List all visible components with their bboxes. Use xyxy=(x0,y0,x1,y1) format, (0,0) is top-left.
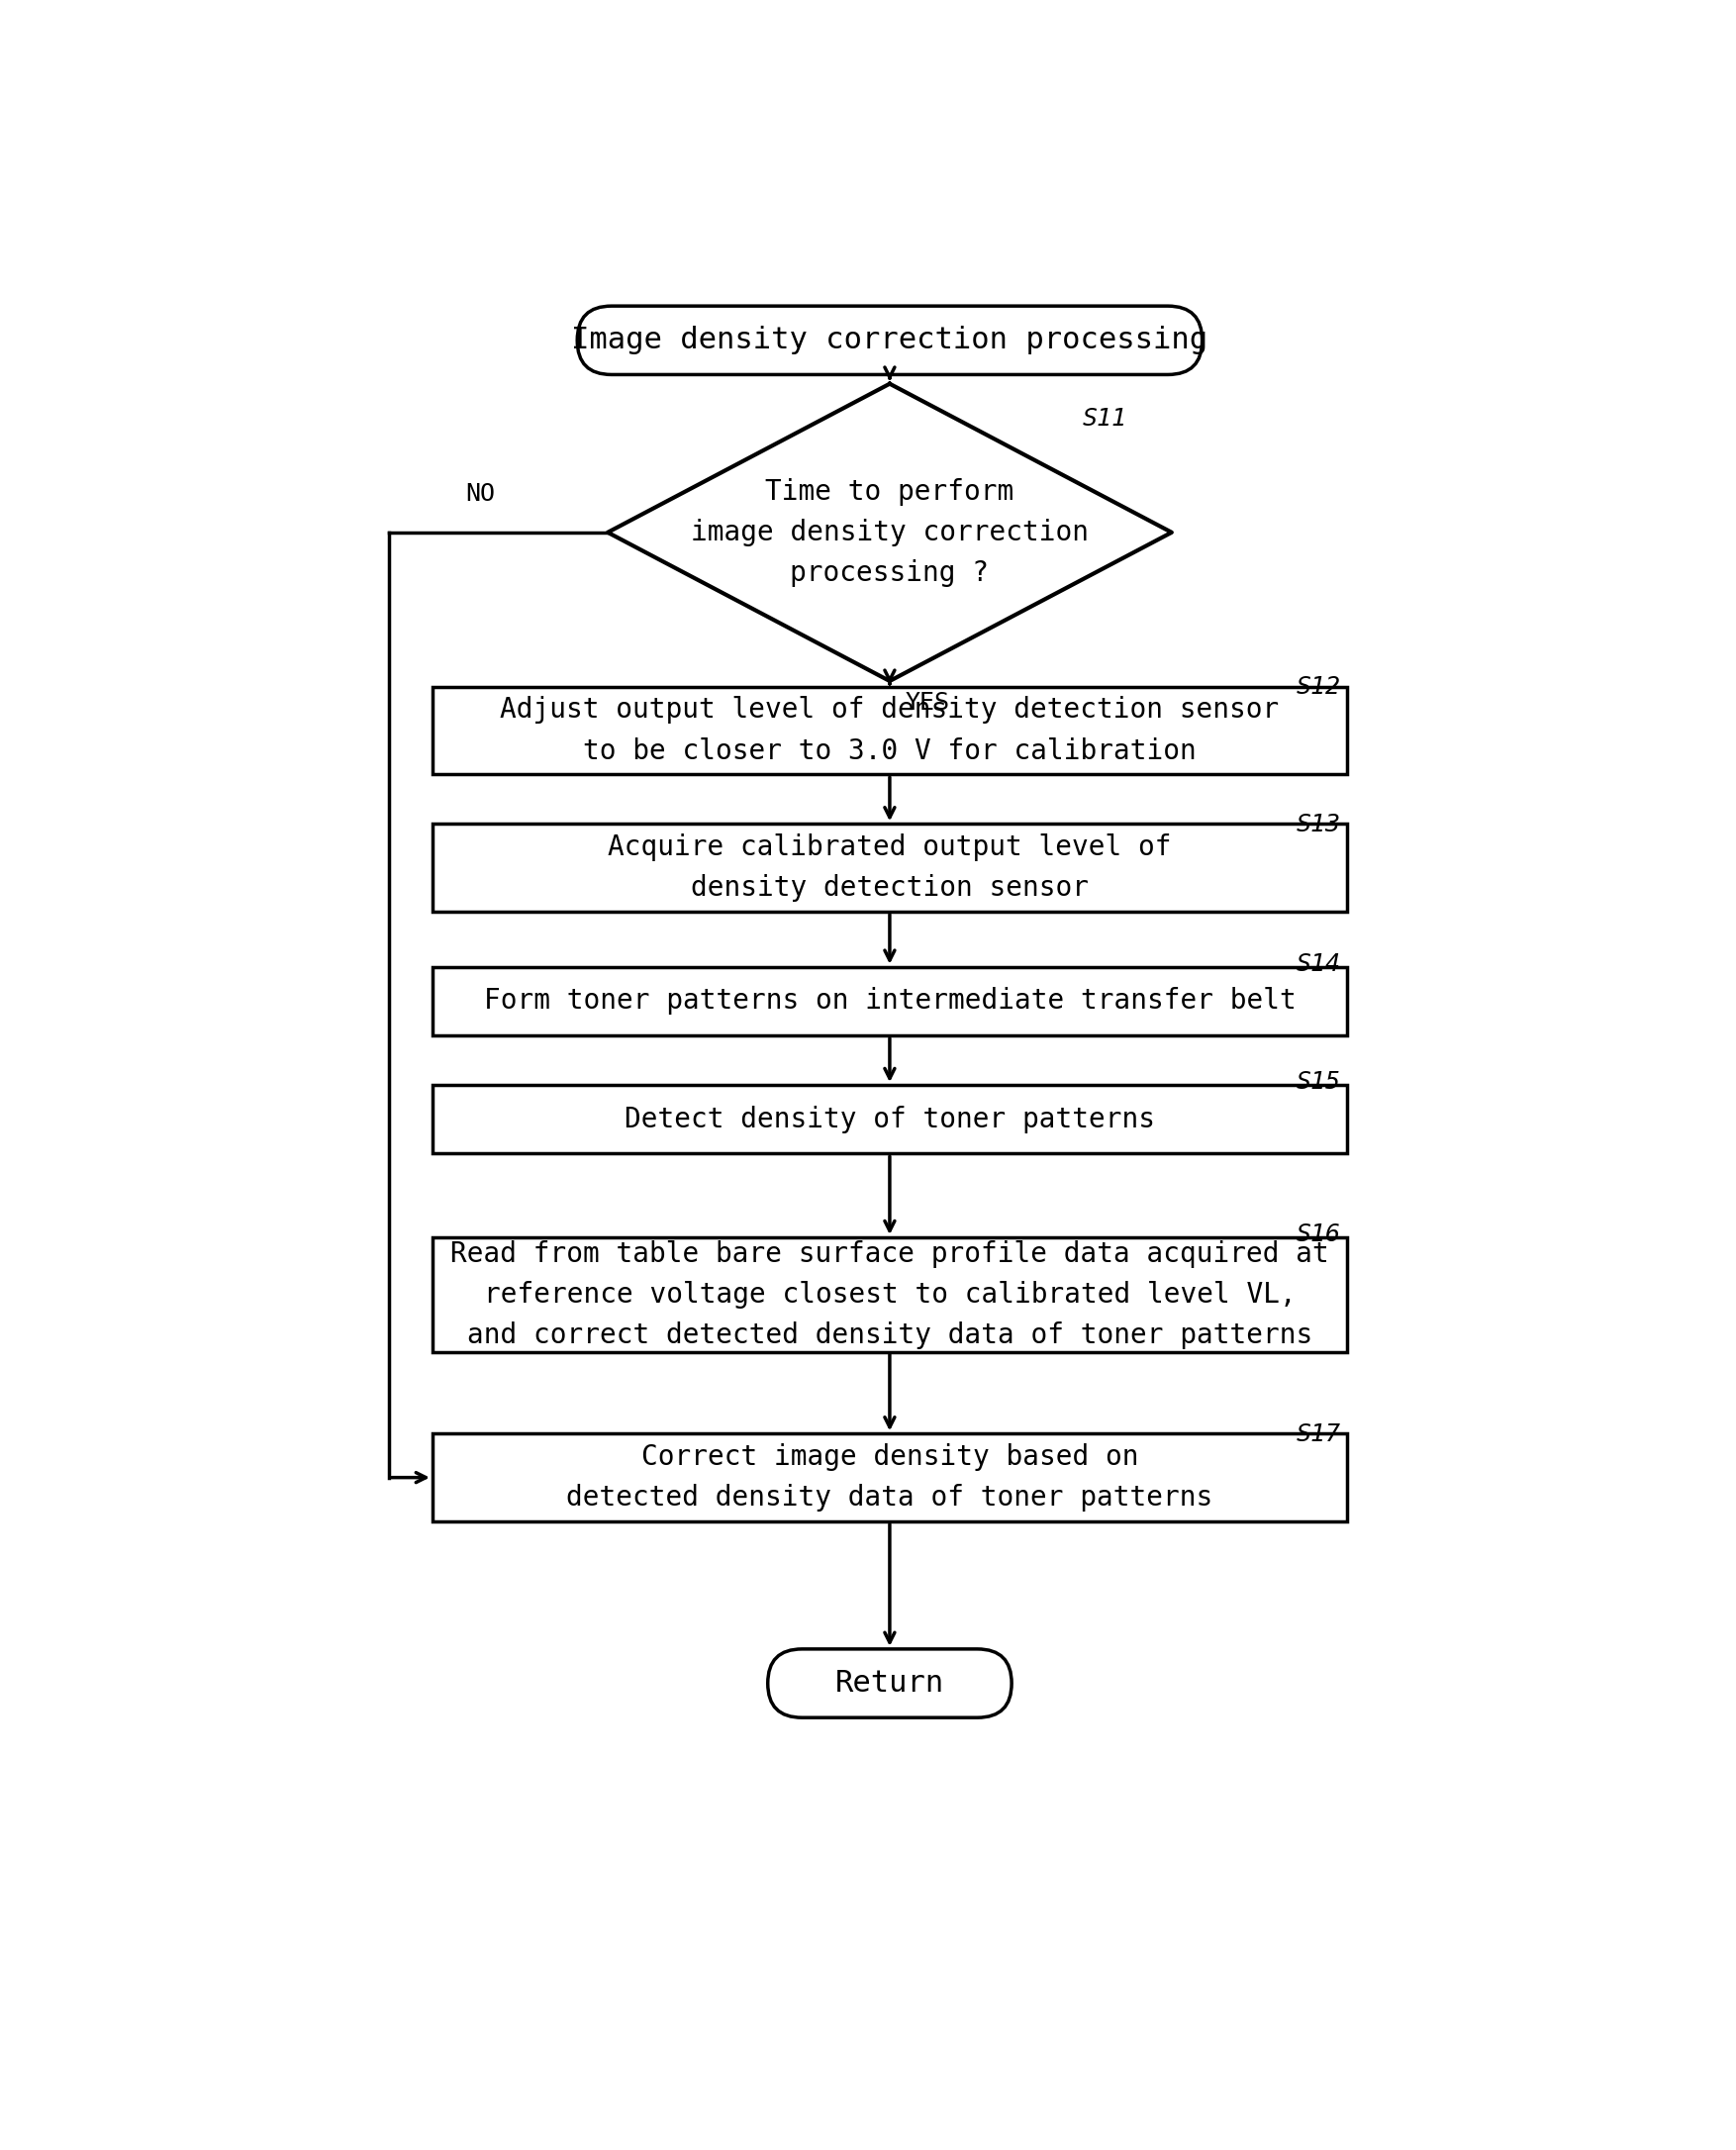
Bar xyxy=(432,1238,1347,1352)
Text: Read from table bare surface profile data acquired at
reference voltage closest : Read from table bare surface profile dat… xyxy=(450,1241,1330,1350)
Text: S16: S16 xyxy=(1295,1223,1340,1247)
FancyBboxPatch shape xyxy=(767,1649,1012,1718)
Text: S12: S12 xyxy=(1295,675,1340,699)
Bar xyxy=(432,686,1347,774)
Text: YES: YES xyxy=(904,690,950,714)
Text: NO: NO xyxy=(465,482,495,505)
Text: S13: S13 xyxy=(1295,813,1340,836)
Polygon shape xyxy=(608,383,1172,682)
Text: Image density correction processing: Image density correction processing xyxy=(571,327,1208,355)
Text: Correct image density based on
detected density data of toner patterns: Correct image density based on detected … xyxy=(566,1443,1213,1511)
Bar xyxy=(432,1434,1347,1522)
FancyBboxPatch shape xyxy=(578,305,1201,374)
Text: S14: S14 xyxy=(1295,952,1340,976)
Text: Detect density of toner patterns: Detect density of toner patterns xyxy=(625,1105,1154,1133)
Text: Adjust output level of density detection sensor
to be closer to 3.0 V for calibr: Adjust output level of density detection… xyxy=(500,697,1279,765)
Bar xyxy=(432,1086,1347,1155)
Text: S11: S11 xyxy=(1083,406,1127,430)
Bar xyxy=(432,968,1347,1036)
Text: S17: S17 xyxy=(1295,1421,1340,1447)
Text: S15: S15 xyxy=(1295,1071,1340,1094)
Text: Time to perform
image density correction
processing ?: Time to perform image density correction… xyxy=(691,477,1088,587)
Bar xyxy=(432,823,1347,912)
Text: Acquire calibrated output level of
density detection sensor: Acquire calibrated output level of densi… xyxy=(608,834,1172,903)
Text: Return: Return xyxy=(835,1668,944,1698)
Text: Form toner patterns on intermediate transfer belt: Form toner patterns on intermediate tran… xyxy=(484,987,1295,1015)
